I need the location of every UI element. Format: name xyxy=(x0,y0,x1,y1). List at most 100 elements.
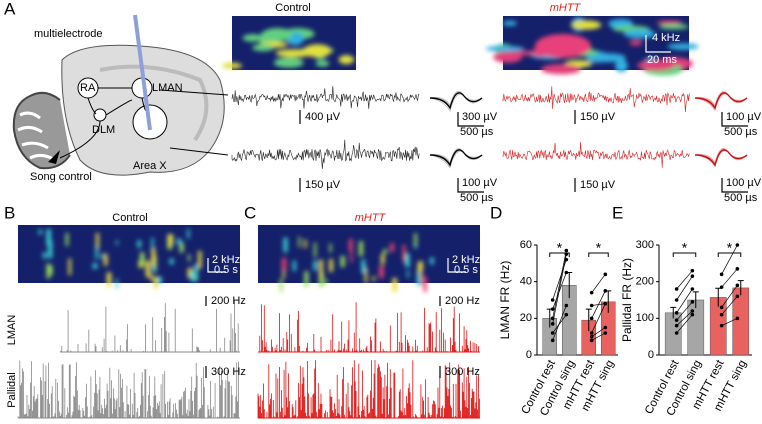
spectrogram-blob xyxy=(187,229,190,239)
waveform xyxy=(694,150,748,168)
y-tick-label: 20 xyxy=(520,312,532,324)
spectrogram-blob xyxy=(177,238,182,245)
raw-trace xyxy=(231,139,420,169)
significance-bracket xyxy=(549,252,570,257)
spectrogram-blob xyxy=(95,246,98,260)
scale-bar xyxy=(447,258,466,273)
spectrogram-blob xyxy=(115,278,119,289)
scale-bar xyxy=(721,178,748,193)
point xyxy=(674,298,679,302)
pair-line xyxy=(676,314,693,334)
scale-label: 4 kHz xyxy=(652,32,680,44)
spectrogram-content xyxy=(279,233,434,292)
spectrogram-blob xyxy=(137,240,142,248)
rate-trace xyxy=(17,360,239,418)
spectrogram-blob xyxy=(68,258,72,276)
spectrogram-blob xyxy=(319,259,323,277)
significance-label: * xyxy=(682,240,688,256)
spectrogram-blob xyxy=(430,257,434,265)
spectrogram-blob xyxy=(667,43,699,50)
pair-line xyxy=(721,296,738,315)
pair-line xyxy=(552,250,567,319)
significance-label: * xyxy=(727,240,733,256)
scale-bar xyxy=(721,112,748,127)
waveform xyxy=(429,148,483,164)
region-label: RA xyxy=(80,82,96,94)
spectrogram xyxy=(485,16,699,76)
significance-label: * xyxy=(557,240,563,256)
scale-label: 200 Hz xyxy=(445,295,480,307)
rate-trace xyxy=(259,302,479,352)
spectrogram-blob xyxy=(151,248,156,266)
spectrogram-blob xyxy=(502,20,518,26)
scale-label: 400 µV xyxy=(305,111,341,123)
point xyxy=(674,318,679,322)
spectrogram-blob xyxy=(179,242,184,253)
spectrogram-blob xyxy=(139,252,145,267)
scale-label: 150 µV xyxy=(580,179,616,191)
pair-line xyxy=(721,244,738,275)
waveform-mean xyxy=(429,149,483,167)
spectrogram-blob xyxy=(168,234,174,246)
point xyxy=(550,298,555,302)
scale-label: 20 ms xyxy=(376,54,406,66)
scale-bar xyxy=(457,178,484,193)
significance-bracket xyxy=(672,252,697,257)
spectrogram-blob xyxy=(153,276,158,289)
probe-label: multielectrode xyxy=(34,28,102,40)
spectrogram-blob xyxy=(623,29,656,39)
point xyxy=(564,303,569,308)
brain-diagram xyxy=(12,14,229,176)
spectrogram-blob xyxy=(656,20,683,25)
point xyxy=(550,338,555,343)
spectrogram-blob xyxy=(281,257,287,271)
spectrogram-blob xyxy=(417,261,423,270)
point xyxy=(550,322,555,326)
point xyxy=(589,303,594,308)
panel-title: Control xyxy=(112,212,147,224)
point xyxy=(674,287,679,291)
spectrogram-blob xyxy=(313,260,318,271)
point xyxy=(735,243,740,247)
pair-line xyxy=(676,275,693,301)
spectrogram-blob xyxy=(304,271,309,287)
spectrogram xyxy=(18,225,240,289)
spectrogram-blob xyxy=(198,250,202,269)
y-tick-label: 100 xyxy=(636,312,654,324)
spectrogram-blob xyxy=(151,237,154,251)
scale-label: 2 kHz xyxy=(212,254,240,266)
pair-line xyxy=(676,310,693,326)
point xyxy=(690,312,695,317)
y-tick-label: 300 xyxy=(636,239,654,251)
spectrogram-blob xyxy=(414,233,418,246)
pair-line xyxy=(721,318,738,326)
spectrogram-blob xyxy=(629,40,643,46)
point xyxy=(735,283,740,288)
spectrogram-blob xyxy=(637,60,675,71)
spectrogram-blob xyxy=(392,278,397,292)
spectrogram-blob xyxy=(169,258,174,265)
spectrogram-blob xyxy=(242,34,263,42)
spectrogram-blob xyxy=(103,253,108,266)
spectrogram-blob xyxy=(348,238,353,252)
spectrogram-blob xyxy=(157,276,162,284)
waveform xyxy=(694,91,748,107)
spectrogram-blob xyxy=(221,62,243,69)
scale-label: 2 kHz xyxy=(452,254,480,266)
spectrogram-bg xyxy=(258,225,480,283)
waveform-mean xyxy=(694,149,748,167)
point xyxy=(603,301,608,306)
row-label: Pallidal xyxy=(6,372,18,407)
y-tick-label: 0 xyxy=(526,349,532,361)
spectrogram-blob xyxy=(46,229,51,246)
y-tick-label: 200 xyxy=(636,276,654,288)
y-axis-label: Pallidal FR (Hz) xyxy=(620,258,634,342)
pair-line xyxy=(721,268,738,288)
spectrogram-blob xyxy=(570,20,602,30)
spectrogram-blob xyxy=(115,240,119,245)
spectrogram-blob xyxy=(273,57,304,68)
spectrogram-blob xyxy=(283,237,288,253)
scale-label: 150 µV xyxy=(580,111,616,123)
spectrogram-blob xyxy=(383,249,387,254)
raw-trace xyxy=(231,86,420,109)
